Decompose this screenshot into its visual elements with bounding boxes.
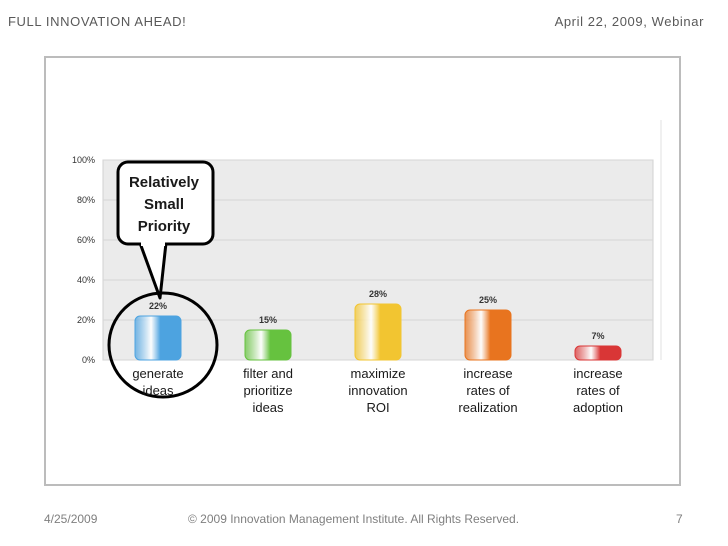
y-tick-label: 0% (82, 355, 95, 365)
category-label-line: increase (573, 366, 623, 381)
callout-text: Relatively Small Priority (118, 172, 210, 238)
footer-date: 4/25/2009 (44, 512, 98, 526)
y-tick-label: 40% (77, 275, 95, 285)
category-label: filter and prioritize ideas (220, 365, 316, 416)
slide-number: 7 (676, 512, 683, 526)
callout-line: Priority (137, 218, 191, 235)
category-label: increase rates of adoption (550, 365, 646, 416)
category-label: generate ideas (110, 365, 206, 399)
category-label-line: rates of (576, 383, 620, 398)
category-label-line: ideas (142, 383, 174, 398)
bar-value-label: 25% (479, 295, 497, 305)
category-label-line: increase (463, 366, 513, 381)
bar (134, 315, 182, 361)
category-label-line: adoption (573, 400, 623, 415)
y-tick-label: 60% (77, 235, 95, 245)
y-tick-label: 20% (77, 315, 95, 325)
presentation-title: FULL INNOVATION AHEAD! (8, 14, 187, 29)
category-label-line: generate (132, 366, 184, 381)
bar-value-label: 7% (591, 331, 604, 341)
category-label-line: ROI (366, 400, 390, 415)
category-label-line: prioritize (243, 383, 293, 398)
bar (354, 303, 402, 361)
bar (574, 345, 622, 361)
category-label-line: realization (458, 400, 518, 415)
bar-value-label: 22% (149, 301, 167, 311)
bar-value-label: 28% (369, 289, 387, 299)
presentation-date-venue: April 22, 2009, Webinar (554, 14, 704, 29)
category-label-line: innovation (348, 383, 408, 398)
y-tick-label: 80% (77, 195, 95, 205)
highlight-circle (107, 291, 219, 399)
callout-pointer (138, 242, 168, 300)
category-label: maximize innovation ROI (330, 365, 426, 416)
y-tick-label: 100% (72, 155, 95, 165)
category-label-line: ideas (252, 400, 284, 415)
category-label: increase rates of realization (440, 365, 536, 416)
category-label-line: rates of (466, 383, 510, 398)
bar (464, 309, 512, 361)
callout-line: Relatively (128, 174, 200, 191)
category-label-line: filter and (243, 366, 293, 381)
bar (244, 329, 292, 361)
category-label-line: maximize (350, 366, 406, 381)
callout-pointer-mask (141, 241, 165, 246)
callout-line: Small (143, 196, 185, 213)
footer-copyright: © 2009 Innovation Management Institute. … (188, 512, 520, 526)
bar-value-label: 15% (259, 315, 277, 325)
